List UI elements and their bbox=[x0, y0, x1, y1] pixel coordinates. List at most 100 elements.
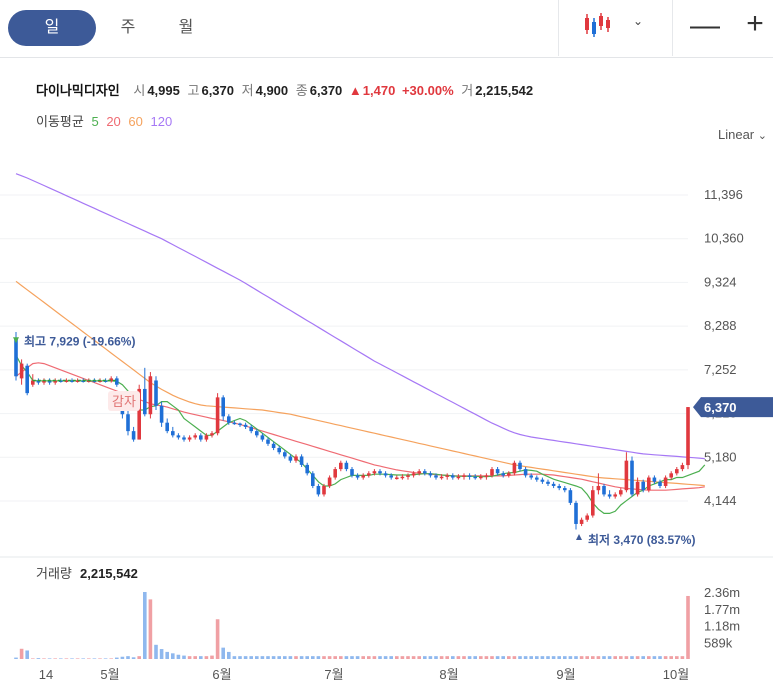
volume-bar bbox=[87, 658, 91, 659]
volume-bar bbox=[137, 656, 141, 659]
ma5-label[interactable]: 5 bbox=[91, 114, 99, 129]
chevron-down-icon[interactable]: ⌄ bbox=[633, 14, 644, 28]
x-tick-label: 10월 bbox=[663, 667, 689, 682]
candle-body bbox=[159, 405, 164, 423]
current-price-label: 6,370 bbox=[704, 400, 737, 415]
candle-body bbox=[204, 435, 209, 440]
candle-body bbox=[423, 471, 427, 474]
volume-bar bbox=[19, 648, 24, 659]
candle-body bbox=[434, 475, 438, 478]
price-chart[interactable]: 11,39610,3609,3248,2887,2526,2165,1804,1… bbox=[0, 150, 773, 695]
volume-bar bbox=[607, 656, 612, 659]
candle-body bbox=[232, 422, 237, 425]
candle-body bbox=[70, 380, 74, 382]
volume-bar bbox=[305, 656, 309, 659]
scale-selector[interactable]: Linear ⌄ bbox=[718, 127, 767, 142]
ma120-label[interactable]: 120 bbox=[150, 114, 173, 129]
stock-summary: 다이나믹디자인 시 4,995 고 6,370 저 4,900 종 6,370 ▲1,4… bbox=[36, 80, 533, 99]
tab-month[interactable]: 월 bbox=[178, 19, 194, 36]
zoom-out-button[interactable]: — bbox=[690, 9, 720, 42]
candle-body bbox=[350, 469, 354, 476]
tab-week[interactable]: 주 bbox=[120, 19, 136, 36]
candle-body bbox=[137, 388, 141, 440]
candle-body bbox=[568, 490, 573, 503]
volume-bar bbox=[294, 656, 298, 659]
candle-body bbox=[187, 437, 192, 440]
candle-body bbox=[227, 416, 231, 423]
volume-bar bbox=[277, 656, 281, 659]
volume-bar bbox=[75, 658, 80, 659]
zoom-in-button[interactable]: + bbox=[746, 7, 764, 40]
volume-bar bbox=[249, 656, 253, 659]
volume-title: 거래량 bbox=[36, 566, 72, 581]
volume-bar bbox=[322, 656, 326, 659]
volume-bar bbox=[591, 656, 595, 659]
volume-bar bbox=[439, 656, 444, 659]
high-value: 6,370 bbox=[201, 83, 235, 98]
volume-bar bbox=[193, 656, 197, 659]
candle-body bbox=[619, 490, 623, 495]
candle-body bbox=[484, 475, 489, 477]
volume-bar bbox=[53, 658, 57, 659]
volume-bar bbox=[355, 656, 360, 659]
volume-bar bbox=[120, 656, 125, 659]
candle-body bbox=[417, 471, 421, 474]
volume-bar bbox=[540, 656, 545, 659]
candle-body bbox=[624, 460, 629, 491]
volume-bar bbox=[176, 654, 181, 659]
ma60-label[interactable]: 60 bbox=[128, 114, 143, 129]
candle-body bbox=[115, 378, 119, 385]
candle-body bbox=[148, 376, 153, 415]
candle-body bbox=[663, 477, 668, 486]
candle-body bbox=[439, 476, 444, 479]
tab-day[interactable]: 일 bbox=[8, 10, 96, 46]
volume-bar bbox=[395, 656, 399, 659]
event-badge bbox=[108, 391, 140, 411]
volume-bar bbox=[423, 656, 427, 659]
candlestick-icon[interactable] bbox=[583, 12, 613, 38]
candle-body bbox=[339, 462, 343, 470]
volume-bar bbox=[574, 656, 578, 659]
price-tick-label: 7,252 bbox=[704, 362, 737, 377]
volume-bar bbox=[103, 658, 108, 659]
candle-body bbox=[602, 485, 606, 495]
volume-bar bbox=[641, 656, 645, 659]
candle-body bbox=[109, 378, 113, 382]
volume-bar bbox=[64, 658, 69, 659]
volume-bar bbox=[579, 656, 584, 659]
volume-bar bbox=[311, 656, 315, 659]
candle-body bbox=[316, 485, 321, 495]
volume-bar bbox=[445, 656, 449, 659]
candle-body bbox=[210, 433, 214, 436]
price-tick-label: 9,324 bbox=[704, 274, 737, 289]
candle-body bbox=[456, 476, 461, 479]
high-label: 고 bbox=[187, 83, 200, 98]
candle-body bbox=[406, 475, 410, 477]
open-value: 4,995 bbox=[147, 83, 180, 98]
candle-body bbox=[579, 519, 584, 524]
high-annotation: 최고 7,929 (-19.66%) bbox=[24, 333, 135, 348]
volume-bar bbox=[406, 656, 410, 659]
x-tick-label: 14 bbox=[39, 667, 53, 682]
ma120-line bbox=[15, 173, 705, 460]
ma60-line bbox=[15, 280, 705, 487]
candle-body bbox=[596, 485, 601, 491]
candle-body bbox=[529, 475, 533, 478]
candle-body bbox=[238, 423, 242, 426]
candle-body bbox=[311, 473, 315, 486]
candle-body bbox=[574, 502, 578, 524]
candle-body bbox=[64, 380, 69, 382]
volume-tick-label: 1.18m bbox=[704, 619, 740, 634]
candle-body bbox=[507, 473, 511, 476]
ma20-label[interactable]: 20 bbox=[106, 114, 121, 129]
volume-bar bbox=[131, 657, 136, 659]
volume-bar bbox=[467, 656, 472, 659]
candle-body bbox=[462, 475, 466, 477]
ma-label: 이동평균 bbox=[36, 114, 84, 129]
candle-body bbox=[255, 431, 259, 436]
volume-bar bbox=[204, 656, 209, 659]
candle-body bbox=[59, 380, 63, 382]
candle-body bbox=[686, 407, 690, 466]
moving-average-legend: 이동평균 5 20 60 120 bbox=[36, 111, 172, 130]
candle-body bbox=[305, 464, 309, 474]
